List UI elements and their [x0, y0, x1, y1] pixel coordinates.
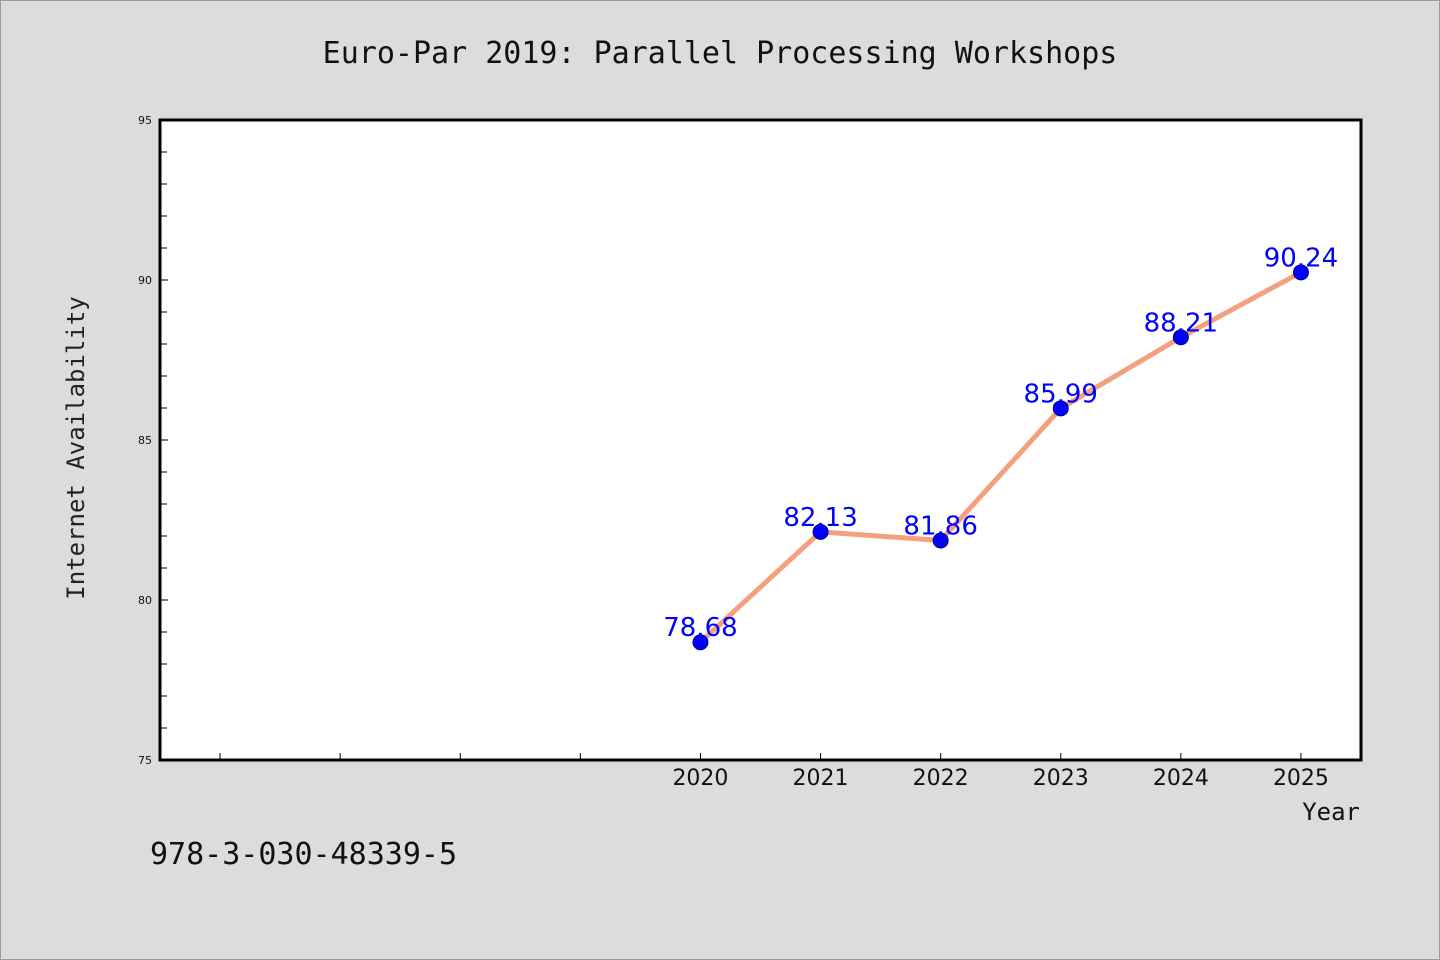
data-label: 82.13	[783, 503, 857, 533]
data-label: 78.68	[663, 613, 737, 643]
data-label: 81.86	[903, 511, 977, 541]
y-tick-label: 85	[138, 434, 152, 447]
isbn-text: 978-3-030-48339-5	[150, 837, 457, 872]
plot-border	[158, 118, 1363, 762]
y-tick-label: 95	[138, 114, 152, 127]
data-point	[932, 532, 949, 549]
chart-title: Euro-Par 2019: Parallel Processing Works…	[323, 36, 1118, 71]
x-axis-label: Year	[1302, 798, 1360, 826]
series-markers	[692, 264, 1309, 651]
x-tick-label: 2021	[793, 766, 849, 791]
data-label: 90.24	[1264, 243, 1338, 273]
x-tick-label: 2022	[913, 766, 969, 791]
data-point	[1172, 329, 1189, 346]
x-tick-labels: 2020 2021 2022 2023 2024 2025	[672, 766, 1328, 791]
y-axis-label: Internet Availability	[62, 296, 90, 599]
data-point	[1292, 264, 1309, 281]
plot-area	[160, 120, 1361, 760]
y-tick-label: 75	[138, 754, 152, 767]
data-point	[812, 523, 829, 540]
data-label: 88.21	[1144, 308, 1218, 338]
x-tick-label: 2025	[1273, 766, 1329, 791]
x-tick-label: 2020	[672, 766, 728, 791]
data-labels: 78.68 82.13 81.86 85.99 88.21 90.24	[663, 243, 1338, 643]
data-label: 85.99	[1024, 379, 1098, 409]
data-point	[692, 634, 709, 651]
data-point	[1052, 400, 1069, 417]
x-tick-label: 2024	[1153, 766, 1209, 791]
y-tick-label: 90	[138, 274, 152, 287]
y-tick-label: 80	[138, 594, 152, 607]
y-tick-labels: 75 80 85 90 95	[138, 114, 152, 767]
series-line	[697, 269, 1304, 645]
x-tick-label: 2023	[1033, 766, 1089, 791]
